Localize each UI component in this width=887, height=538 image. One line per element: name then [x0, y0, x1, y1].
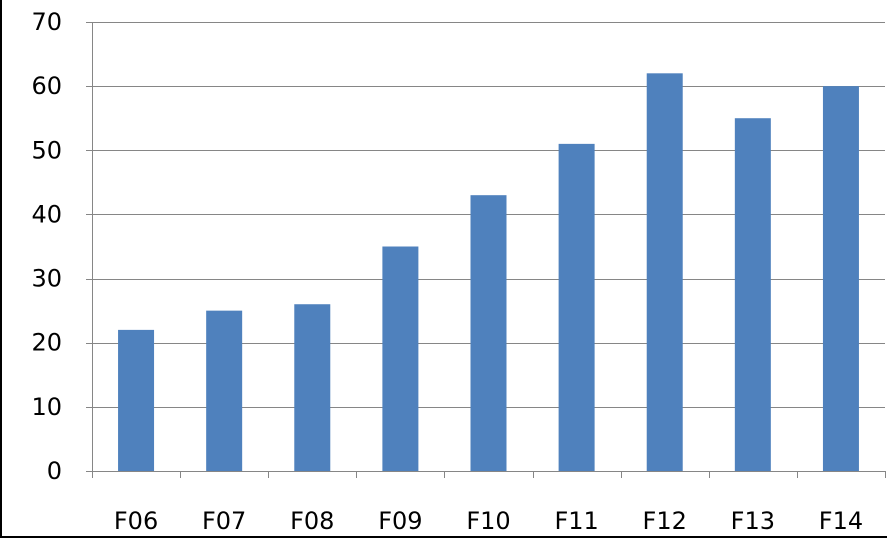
bar-f09 — [382, 246, 419, 471]
y-tick-label: 70 — [31, 8, 62, 36]
x-axis-tick-labels: F06 F07 F08 F09 F10 F11 F12 F13 F14 — [114, 507, 863, 535]
bar-f11 — [558, 143, 595, 471]
bar-f12 — [646, 73, 683, 472]
y-tick-label: 30 — [31, 265, 62, 293]
axes — [86, 22, 886, 478]
bar-f14 — [822, 86, 859, 472]
y-tick-label: 50 — [31, 136, 62, 164]
x-tick-label: F12 — [643, 507, 687, 535]
x-tick-label: F13 — [731, 507, 775, 535]
x-tick-label: F08 — [290, 507, 334, 535]
x-tick-label: F09 — [378, 507, 422, 535]
x-tick-label: F14 — [819, 507, 863, 535]
y-axis-tick-labels: 0 10 20 30 40 50 60 70 — [31, 8, 62, 485]
bar-f07 — [206, 310, 243, 471]
y-tick-label: 60 — [31, 72, 62, 100]
y-tick-label: 10 — [31, 393, 62, 421]
x-tick-label: F11 — [554, 507, 598, 535]
bar-f13 — [734, 118, 771, 471]
x-tick-label: F10 — [466, 507, 510, 535]
y-tick-label: 20 — [31, 329, 62, 357]
x-tick-label: F06 — [114, 507, 158, 535]
bar-f10 — [470, 195, 507, 471]
y-tick-label: 40 — [31, 200, 62, 228]
y-tick-label: 0 — [47, 457, 62, 485]
bars — [118, 73, 859, 472]
bar-f08 — [294, 304, 331, 471]
x-tick-label: F07 — [202, 507, 246, 535]
bar-f06 — [118, 329, 155, 471]
